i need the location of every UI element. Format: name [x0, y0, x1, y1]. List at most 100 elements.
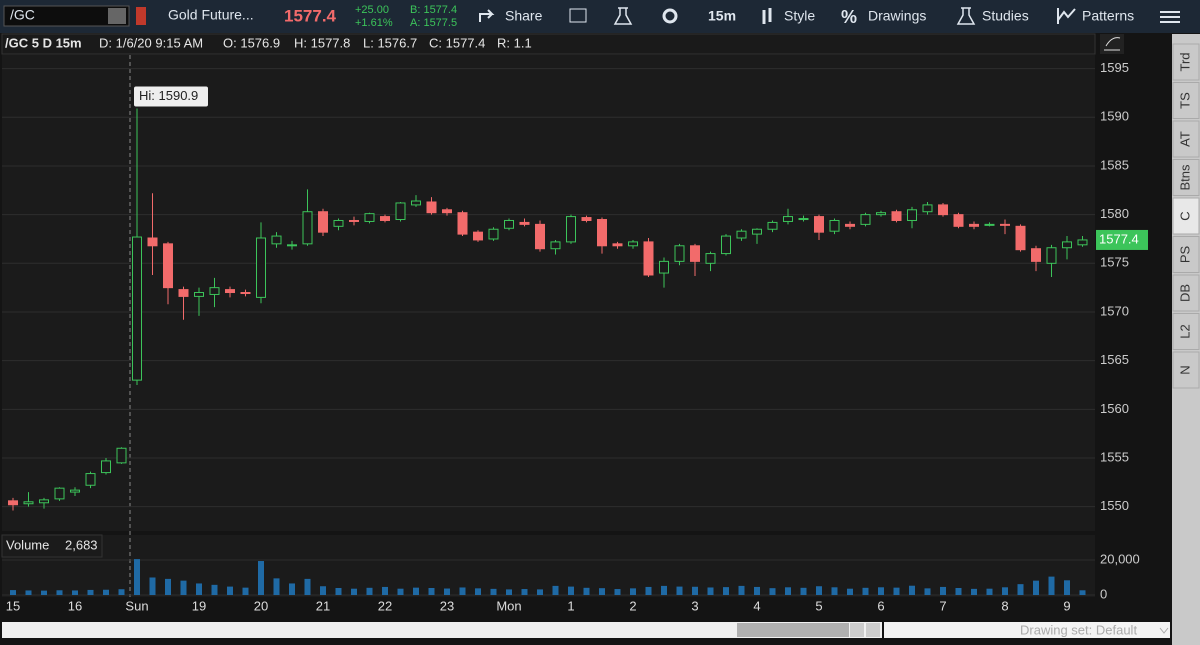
candle-body	[101, 460, 111, 474]
plot: 1550155515601565157015751580158515901595…	[2, 60, 1148, 613]
candle-body	[1077, 239, 1088, 246]
y-tick-label: 1555	[1100, 449, 1129, 464]
side-tab-label: L2	[1177, 324, 1192, 338]
price-panel	[2, 55, 1095, 531]
volume-current: 2,683	[65, 537, 98, 552]
side-tab[interactable]	[1172, 351, 1200, 389]
side-tab[interactable]	[1172, 120, 1200, 158]
patterns-button[interactable]: Patterns	[1082, 8, 1134, 24]
candle-body	[612, 243, 623, 247]
volume-bar	[72, 590, 78, 595]
lab-icon[interactable]	[613, 7, 633, 25]
candle-body	[783, 216, 793, 222]
dropdown[interactable]	[108, 8, 126, 24]
studies-icon[interactable]	[956, 7, 976, 25]
y-tick-label: 1575	[1100, 255, 1129, 270]
side-tab[interactable]	[1172, 159, 1200, 196]
scroll-left[interactable]	[850, 623, 864, 637]
candle-body	[349, 219, 359, 222]
x-tick-label: 7	[939, 598, 946, 613]
x-tick-label: 2	[629, 598, 636, 613]
candle-body	[364, 213, 375, 222]
x-tick-label: 23	[440, 598, 454, 613]
drawing-set[interactable]: Drawing set: Default	[1020, 622, 1137, 637]
side-tab[interactable]	[1172, 197, 1200, 235]
candle-body	[240, 292, 251, 295]
last-price-label: 1577.4	[1099, 231, 1139, 246]
candle-body	[488, 228, 499, 240]
description: Gold Future...	[168, 7, 254, 23]
settings-icon[interactable]	[662, 8, 678, 24]
scroll-thumb[interactable]	[737, 623, 849, 637]
candle-body	[814, 216, 824, 233]
menu-icon[interactable]	[1160, 11, 1180, 23]
volume-bar	[1017, 584, 1024, 595]
x-tick-label: 9	[1063, 598, 1070, 613]
candle-body	[643, 241, 654, 276]
link-icon[interactable]	[136, 7, 146, 25]
symbol-box[interactable]	[3, 5, 130, 27]
info-icon[interactable]	[569, 8, 587, 23]
y-tick-label: 1590	[1100, 109, 1129, 124]
x-tick-label: 19	[192, 598, 206, 613]
info-low: L: 1576.7	[363, 35, 417, 50]
candle-body	[70, 489, 80, 493]
candle-body	[938, 204, 948, 216]
high-annotation: Hi: 1590.9	[139, 88, 198, 103]
style-button[interactable]: Style	[784, 8, 815, 24]
volume-bar	[289, 583, 295, 595]
volume-bar	[723, 587, 729, 595]
last-price-box	[1096, 229, 1148, 250]
side-tab[interactable]	[1172, 43, 1200, 81]
share-button[interactable]: Share	[505, 8, 543, 24]
volume-bar	[831, 587, 838, 595]
candle-body	[302, 211, 313, 245]
candle-body	[752, 228, 762, 235]
drawing-set-arrow[interactable]	[1159, 627, 1169, 634]
candle-body	[953, 214, 964, 227]
y-tick-label: 1580	[1100, 206, 1129, 221]
patterns-icon[interactable]	[1057, 8, 1076, 24]
volume-bar	[754, 586, 760, 595]
volume-bar	[645, 586, 652, 595]
interval[interactable]: 15m	[708, 8, 736, 24]
scrollbar[interactable]	[2, 622, 882, 638]
side-tab[interactable]	[1172, 236, 1200, 273]
candle-body	[798, 218, 809, 221]
autoscale-button[interactable]	[1100, 34, 1124, 54]
y-tick-label: 1550	[1100, 498, 1129, 513]
y-tick-label: 1585	[1100, 157, 1129, 172]
scroll-right[interactable]	[866, 623, 880, 637]
volume-bar	[242, 587, 249, 595]
candle-body	[116, 447, 127, 464]
volume-bar	[1033, 580, 1039, 595]
candle-body	[271, 235, 282, 245]
volume-bar	[738, 585, 745, 595]
side-tab[interactable]	[1172, 274, 1200, 312]
volume-bar	[769, 588, 776, 595]
drawings-icon[interactable]: %	[841, 7, 857, 27]
side-tab[interactable]	[1172, 313, 1200, 350]
style-icon[interactable]	[762, 8, 772, 24]
info-high: H: 1577.8	[294, 35, 350, 50]
drawings-button[interactable]: Drawings	[868, 8, 926, 24]
volume-bar	[134, 559, 140, 595]
share-icon[interactable]	[479, 9, 495, 22]
x-tick-label: 21	[316, 598, 330, 613]
side-tab[interactable]	[1172, 82, 1200, 119]
volume-bar	[320, 586, 326, 595]
symbol: /GC	[10, 7, 35, 23]
candle-body	[860, 214, 871, 225]
x-tick-label: 6	[877, 598, 884, 613]
volume-bar	[893, 587, 900, 595]
candle-body	[581, 217, 592, 221]
y-tick-label: 1565	[1100, 352, 1129, 367]
volume-bar	[1079, 590, 1086, 595]
volume-bar	[909, 585, 915, 595]
volume-bar	[1048, 576, 1055, 595]
candle-body	[333, 219, 344, 227]
volume-bar	[211, 584, 218, 595]
volume-bar	[382, 586, 388, 595]
volume-bar	[707, 587, 714, 595]
studies-button[interactable]: Studies	[982, 8, 1029, 24]
